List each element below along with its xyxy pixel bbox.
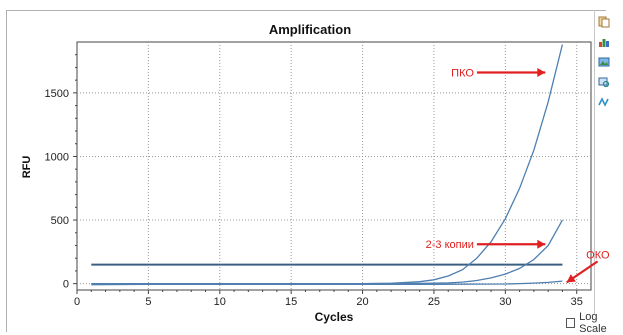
y-tick-label: 500 [51,215,69,227]
y-axis-label: RFU [21,156,33,179]
log-scale-toggle[interactable]: Log Scale [566,311,623,335]
bar-chart-icon[interactable] [598,36,610,48]
x-tick-label: 10 [214,296,226,308]
x-tick-label: 15 [285,296,297,308]
x-axis-label: Cycles [315,310,354,324]
log-scale-checkbox[interactable] [566,318,576,328]
log-scale-label: Log Scale [579,311,607,335]
annotation-arrowhead [537,68,546,77]
x-tick-label: 30 [499,296,511,308]
wave-icon[interactable] [598,96,610,108]
annotation-label: ОКО [586,249,610,261]
copy-icon[interactable] [598,16,610,28]
annotation-label: ПКО [451,68,474,80]
x-tick-label: 5 [145,296,151,308]
x-tick-label: 0 [74,296,80,308]
annotation-label: 2-3 копии [426,239,474,251]
panel-top-border [6,10,606,11]
amplification-curve [91,280,563,286]
x-tick-label: 20 [356,296,368,308]
annotation-arrowhead [566,274,576,283]
y-tick-label: 1500 [45,88,69,100]
panel-left-border [6,10,7,332]
picture-icon[interactable] [598,56,610,68]
chart-title: Amplification [269,22,351,37]
panel-right-border [594,10,595,314]
zoom-icon[interactable] [598,76,610,88]
amplification-curve [91,219,563,285]
y-tick-label: 1000 [45,151,69,163]
y-tick-label: 0 [63,279,69,291]
x-tick-label: 35 [571,296,583,308]
plot-area [76,41,592,291]
annotation-arrowhead [537,239,546,249]
x-tick-label: 25 [428,296,440,308]
